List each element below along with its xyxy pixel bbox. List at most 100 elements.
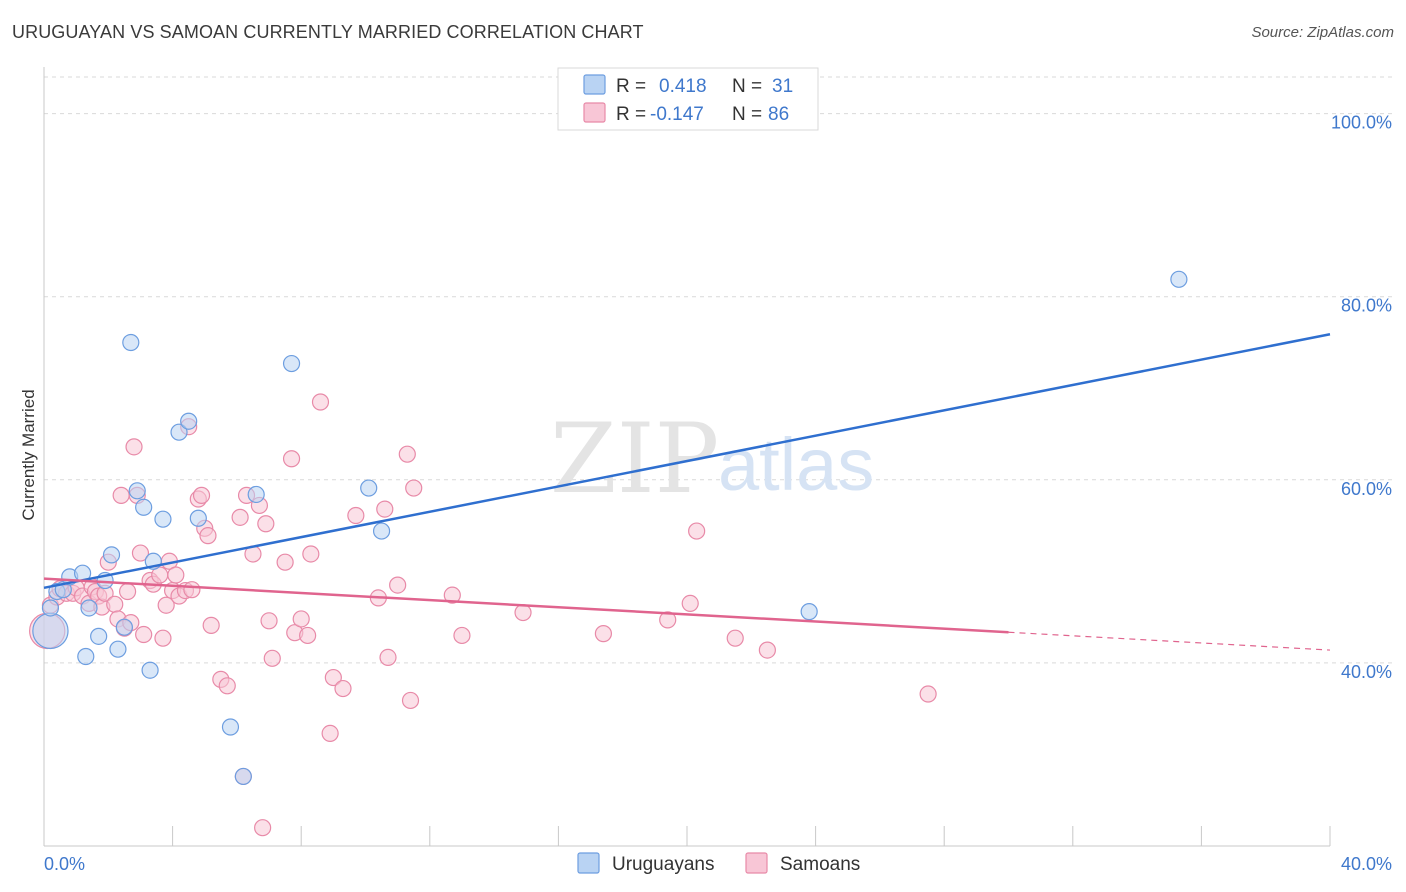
uruguayan-point [122, 333, 140, 352]
uruguayan-point [128, 482, 146, 500]
legend-r-label: R = [616, 76, 646, 97]
samoan-point [125, 438, 143, 456]
trendline-samoans [43, 577, 1009, 634]
samoan-point [183, 581, 201, 599]
samoan-point [192, 486, 211, 504]
uruguayan-point [32, 612, 69, 650]
y-tick-label: 100.0% [1331, 113, 1392, 133]
uruguayan-point [170, 423, 188, 441]
chart-title: URUGUAYAN VS SAMOAN CURRENTLY MARRIED CO… [12, 22, 644, 42]
bottom-legend-swatch-samoans [745, 852, 768, 874]
samoan-point [157, 596, 175, 614]
legend-swatch-uruguayans [583, 74, 606, 95]
samoan-point [202, 616, 220, 634]
samoan-point [260, 612, 278, 630]
samoan-point [758, 641, 776, 659]
samoan-point [218, 677, 236, 695]
y-tick-label: 60.0% [1341, 479, 1392, 499]
samoan-point [389, 576, 407, 594]
samoan-point [514, 603, 532, 622]
uruguayan-point [360, 479, 378, 497]
samoan-point [131, 544, 150, 562]
samoan-point [347, 506, 365, 525]
bottom-legend-swatch-uruguayans [577, 852, 600, 874]
samoan-point [324, 668, 342, 687]
y-axis-label: Currently Married [19, 389, 38, 520]
samoan-point [443, 586, 461, 604]
samoan-point [112, 486, 130, 504]
legend: R = 0.418 N = 31 R = -0.147 N = 86 [557, 67, 819, 131]
samoan-point [401, 691, 420, 710]
uruguayan-point [77, 647, 95, 666]
uruguayan-points [32, 270, 1188, 786]
samoan-point [299, 626, 317, 645]
uruguayan-point [115, 618, 133, 636]
watermark-atlas: atlas [718, 423, 874, 506]
samoan-point [292, 610, 310, 628]
uruguayan-point [41, 599, 60, 617]
uruguayan-point [135, 498, 153, 516]
samoan-point [135, 625, 153, 644]
samoan-point [257, 515, 275, 533]
samoan-point [154, 629, 172, 647]
uruguayan-point [800, 603, 818, 621]
bottom-legend-label-samoans: Samoans [780, 854, 860, 875]
samoan-point [302, 545, 320, 563]
samoan-point [334, 679, 352, 698]
axes [43, 67, 1331, 847]
legend-r-value: -0.147 [650, 104, 704, 125]
samoan-point [106, 595, 124, 613]
bottom-legend: Uruguayans Samoans [577, 852, 860, 875]
uruguayan-point [234, 767, 252, 786]
samoan-point [379, 648, 397, 667]
samoan-point [919, 685, 937, 703]
uruguayan-point [154, 510, 172, 528]
samoan-point [254, 819, 272, 837]
x-tick-label: 40.0% [1341, 854, 1392, 874]
samoan-point [199, 527, 217, 545]
samoan-point [311, 393, 330, 411]
uruguayan-point [90, 627, 108, 645]
y-tick-labels: 100.0% 80.0% 60.0% 40.0% [1331, 113, 1392, 682]
samoan-point [263, 649, 281, 667]
x-tick-labels: 0.0% 40.0% [44, 854, 1392, 874]
uruguayan-point [102, 546, 121, 564]
source-label: Source: ZipAtlas.com [1251, 24, 1394, 41]
samoan-point [688, 522, 706, 540]
uruguayan-point [282, 354, 301, 373]
uruguayan-point [141, 661, 159, 679]
gridlines [44, 76, 1394, 664]
bottom-legend-label-uruguayans: Uruguayans [612, 854, 714, 875]
samoan-point [594, 625, 613, 643]
samoan-point [398, 445, 416, 463]
samoan-point [231, 508, 249, 526]
y-tick-label: 80.0% [1341, 296, 1392, 316]
samoan-point [118, 582, 137, 601]
trendlines [43, 333, 1331, 651]
samoan-point [659, 611, 677, 629]
uruguayan-point [109, 640, 127, 658]
legend-n-value: 86 [768, 104, 789, 125]
legend-r-label: R = [616, 104, 646, 125]
legend-n-label: N = [732, 76, 762, 97]
uruguayan-point [221, 718, 240, 736]
samoan-point [405, 479, 423, 497]
samoan-point [453, 626, 471, 645]
watermark: ZIP atlas [550, 403, 874, 515]
legend-r-value: 0.418 [659, 76, 707, 97]
samoan-point [276, 553, 294, 571]
legend-swatch-samoans [583, 102, 606, 123]
samoan-point [167, 566, 185, 584]
legend-n-label: N = [732, 104, 762, 125]
uruguayan-point [180, 412, 198, 430]
uruguayan-point [1170, 270, 1188, 288]
samoan-point [376, 500, 394, 518]
uruguayan-point [247, 485, 265, 504]
legend-n-value: 31 [772, 76, 793, 97]
trendline-uruguayans [43, 333, 1331, 590]
uruguayan-point [189, 509, 207, 527]
samoan-point [681, 594, 699, 612]
samoan-point [321, 724, 339, 742]
samoan-point [726, 629, 744, 647]
